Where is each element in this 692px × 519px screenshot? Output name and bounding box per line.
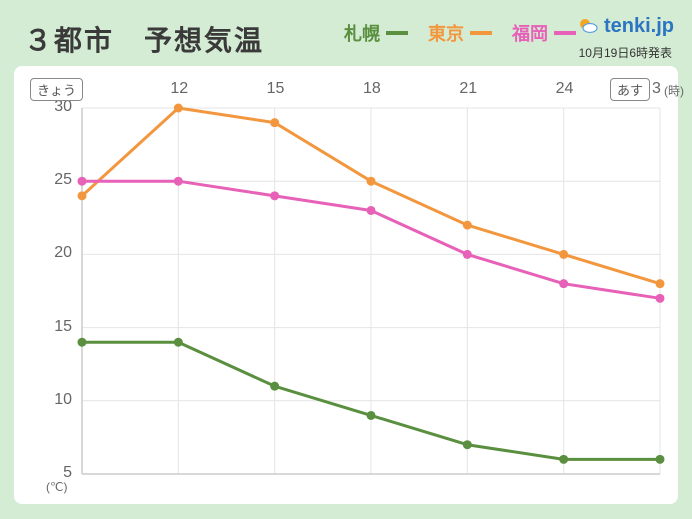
legend-item: 札幌 bbox=[344, 20, 408, 46]
legend-swatch bbox=[386, 31, 408, 35]
brand-icon bbox=[576, 14, 600, 38]
badge-today: きょう bbox=[30, 78, 83, 101]
x-tick-label: 12 bbox=[170, 80, 188, 98]
x-tick-label: 18 bbox=[363, 80, 381, 98]
legend-item: 東京 bbox=[428, 20, 492, 46]
y-tick-label: 15 bbox=[54, 318, 72, 336]
brand-text: tenki.jp bbox=[604, 15, 674, 38]
issued-time: 10月19日6時発表 bbox=[579, 44, 672, 61]
chart-area: 51015202530(℃)912151821243(時)きょうあす bbox=[14, 66, 678, 504]
y-axis-unit: (℃) bbox=[46, 480, 67, 494]
outer-frame: ３都市 予想気温 札幌東京福岡 tenki.jp 10月19日6時発表 5101… bbox=[0, 0, 692, 519]
legend-label: 東京 bbox=[428, 20, 464, 46]
header: ３都市 予想気温 札幌 東京 福岡 tenki.jp 10月19日6時発表 bbox=[14, 12, 678, 66]
legend-label: 福岡 bbox=[512, 20, 548, 46]
legend-swatch bbox=[470, 31, 492, 35]
x-tick-label: 24 bbox=[556, 80, 574, 98]
badge-tomorrow: あす bbox=[610, 78, 650, 101]
legend-label: 札幌 bbox=[344, 20, 380, 46]
brand: tenki.jp bbox=[576, 14, 674, 38]
x-axis-unit: (時) bbox=[664, 82, 684, 99]
legend: 札幌 東京 福岡 bbox=[344, 20, 576, 46]
legend-swatch bbox=[554, 31, 576, 35]
y-tick-label: 20 bbox=[54, 244, 72, 262]
x-tick-label: 3 bbox=[652, 80, 661, 98]
line-chart bbox=[14, 66, 678, 504]
chart-title: ３都市 予想気温 bbox=[24, 19, 264, 59]
y-tick-label: 25 bbox=[54, 171, 72, 189]
y-tick-label: 10 bbox=[54, 391, 72, 409]
x-tick-label: 15 bbox=[267, 80, 285, 98]
x-tick-label: 21 bbox=[459, 80, 477, 98]
legend-item: 福岡 bbox=[512, 20, 576, 46]
